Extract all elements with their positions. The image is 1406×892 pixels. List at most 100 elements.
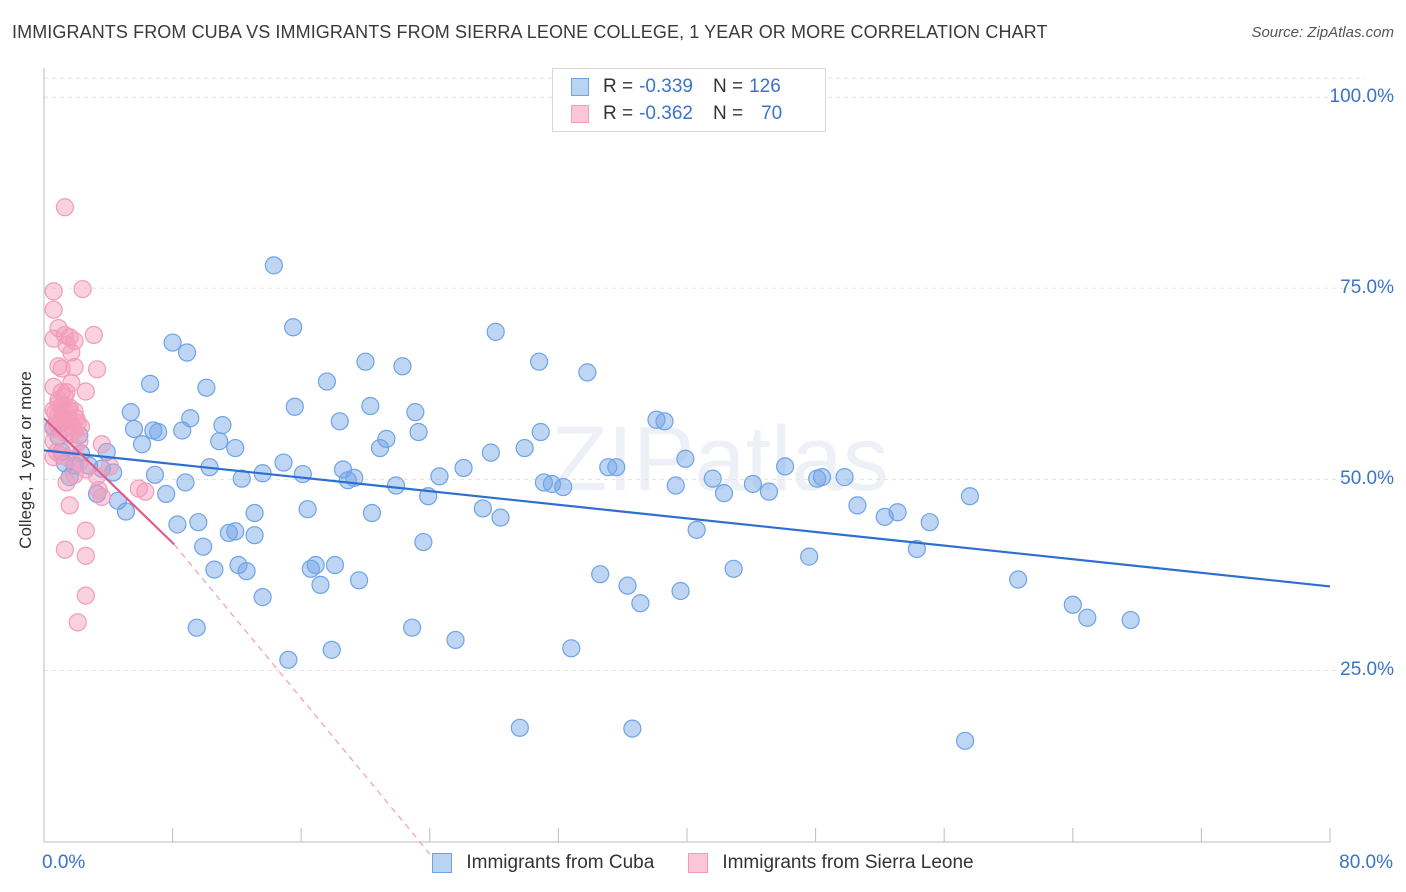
cuba-point <box>414 532 433 552</box>
cuba-point <box>197 378 216 397</box>
sierra-leone-point <box>44 432 63 451</box>
y-tick-75: 75.0% <box>1340 277 1394 298</box>
axes <box>43 68 1331 843</box>
cuba-point <box>409 422 428 442</box>
legend-cuba-r: -0.339 <box>639 76 693 97</box>
cuba-point <box>907 539 926 559</box>
cuba-point <box>361 396 380 416</box>
cuba-point <box>226 522 245 541</box>
sierra-leone-point <box>76 382 95 401</box>
sierra-leone-point <box>136 482 155 501</box>
cuba-point <box>835 468 854 487</box>
sierra-leone-point <box>44 448 63 467</box>
chart-title: IMMIGRANTS FROM CUBA VS IMMIGRANTS FROM … <box>12 22 1048 42</box>
sierra-leone-point <box>62 373 81 393</box>
cuba-point <box>530 352 549 371</box>
bottom-legend-cuba[interactable]: Immigrants from Cuba <box>432 852 654 874</box>
cuba-point <box>140 374 160 393</box>
cuba-point <box>232 469 251 488</box>
cuba-point <box>848 496 867 515</box>
cuba-point <box>279 650 298 669</box>
cuba-point <box>676 449 695 468</box>
cuba-point <box>888 503 907 522</box>
cuba-point <box>219 523 238 543</box>
x-tick-max: 80.0% <box>1339 852 1393 873</box>
trend-lines <box>43 417 1331 855</box>
legend-row-sierra-leone: R = -0.362 N = 70 <box>571 102 782 126</box>
sierra-leone-point <box>57 473 76 492</box>
cuba-point <box>724 559 743 578</box>
cuba-point <box>554 477 573 497</box>
cuba-swatch <box>571 78 589 96</box>
cuba-point <box>245 503 264 523</box>
cuba-point <box>386 476 406 495</box>
cuba-point <box>743 474 763 494</box>
cuba-point <box>181 409 200 428</box>
y-tick-50: 50.0% <box>1340 468 1394 489</box>
sierra-leone-swatch <box>688 853 709 873</box>
sierra-leone-swatch <box>571 105 589 123</box>
sierra-leone-trend-extension <box>173 543 431 855</box>
sierra-leone-point <box>65 331 84 351</box>
cuba-point <box>515 438 534 458</box>
cuba-point <box>274 453 293 472</box>
sierra-leone-point <box>84 325 103 345</box>
cuba-point <box>285 397 304 416</box>
cuba-point <box>253 588 272 607</box>
cuba-point <box>687 520 706 539</box>
cuba-point <box>714 484 734 503</box>
cuba-point <box>430 467 449 486</box>
sierra-leone-point <box>68 613 87 632</box>
cuba-point <box>306 555 325 575</box>
sierra-leone-trend-line <box>43 417 175 546</box>
cuba-point <box>189 513 208 532</box>
cuba-point <box>284 318 303 337</box>
sierra-leone-point <box>60 496 79 515</box>
cuba-point <box>542 474 562 494</box>
cuba-point <box>631 594 650 613</box>
cuba-point <box>1063 595 1082 614</box>
cuba-point <box>671 581 690 601</box>
cuba-point <box>393 357 412 376</box>
legend-r-label: R = <box>603 76 634 97</box>
sierra-leone-point <box>55 540 74 559</box>
cuba-point <box>213 416 232 435</box>
legend-sierra-r: -0.362 <box>639 103 693 124</box>
cuba-point <box>264 256 283 275</box>
cuba-trend-line <box>43 449 1331 588</box>
cuba-point <box>1009 570 1028 589</box>
legend-row-cuba: R = -0.339 N = 126 <box>571 75 781 99</box>
cuba-point <box>293 464 312 484</box>
cuba-point <box>510 718 529 737</box>
cuba-point <box>370 438 390 458</box>
sierra-leone-point <box>73 279 92 299</box>
cuba-point <box>168 515 187 534</box>
sierra-leone-point <box>62 343 81 362</box>
cuba-point <box>194 537 213 556</box>
sierra-leone-point <box>76 521 95 540</box>
sierra-leone-point <box>49 357 68 376</box>
cuba-point <box>116 502 136 521</box>
cuba-point <box>317 372 337 391</box>
sierra-leone-point <box>92 435 111 454</box>
cuba-point <box>226 438 245 458</box>
cuba-point <box>531 422 550 442</box>
cuba-swatch <box>432 853 453 873</box>
cuba-point <box>1078 608 1097 627</box>
cuba-point <box>1121 610 1140 630</box>
legend-n-label: N = <box>712 76 744 97</box>
cuba-point <box>132 435 152 454</box>
bottom-legend-sierra-leone[interactable]: Immigrants from Sierra Leone <box>688 852 974 874</box>
source-label: Source: ZipAtlas.com <box>1251 24 1394 41</box>
legend-sierra-n: 70 <box>761 103 783 124</box>
sierra-leone-point <box>44 282 63 301</box>
x-tick-min: 0.0% <box>42 852 86 873</box>
cuba-point <box>607 458 626 477</box>
sierra-leone-point <box>100 457 120 476</box>
legend-n-label: N = <box>712 103 744 124</box>
bottom-legend-sierra-leone-label: Immigrants from Sierra Leone <box>722 852 974 873</box>
cuba-point <box>454 458 473 478</box>
y-tick-100: 100.0% <box>1329 86 1394 107</box>
cuba-point <box>145 465 165 484</box>
cuba-point <box>591 565 610 584</box>
